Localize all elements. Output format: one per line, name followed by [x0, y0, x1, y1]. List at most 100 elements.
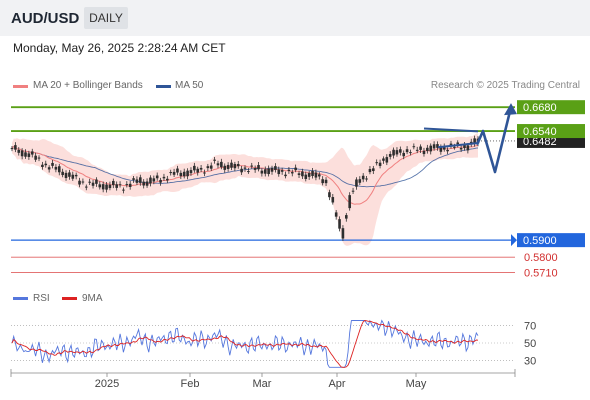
- rsi-legend-swatch: [13, 297, 28, 300]
- candle-body: [71, 174, 75, 179]
- candle-body: [226, 164, 230, 169]
- candle-body: [27, 153, 31, 157]
- candle-body: [112, 180, 115, 186]
- candle-body: [290, 172, 294, 174]
- candle-body: [372, 168, 375, 172]
- candle-body: [466, 145, 470, 151]
- rsi-line: [11, 319, 479, 368]
- level-tag-0.6680-bg: [517, 100, 585, 115]
- candle-body: [61, 171, 64, 176]
- forecast-arrow-head: [504, 103, 517, 116]
- candle-body: [311, 170, 314, 176]
- candle-body: [361, 175, 365, 180]
- candle-body: [41, 164, 44, 167]
- candle-body: [324, 179, 328, 184]
- candle-body: [220, 161, 223, 168]
- level-label-0.5800: 0.5800: [524, 252, 558, 264]
- candle-body: [149, 177, 152, 184]
- candle-body: [179, 172, 183, 177]
- level-tag-0.5900: 0.5900: [523, 235, 557, 247]
- ma50-legend-swatch: [156, 85, 171, 88]
- candle-body: [294, 167, 297, 171]
- candle-body: [152, 178, 156, 182]
- candle-body: [81, 181, 85, 183]
- candle-body: [463, 144, 466, 149]
- x-tick-May: May: [406, 378, 427, 390]
- candle-body: [34, 155, 37, 160]
- candle-body: [388, 154, 392, 157]
- candle-body: [203, 172, 206, 174]
- candle-body: [392, 149, 395, 156]
- candle-body: [453, 146, 456, 148]
- candle-body: [382, 158, 385, 161]
- header-bar: AUD/USD DAILY: [0, 0, 590, 36]
- candle-body: [307, 173, 311, 177]
- copyright-label: Research © 2025 Trading Central: [430, 80, 580, 91]
- candle-body: [253, 168, 257, 170]
- candle-body: [199, 167, 203, 170]
- candle-body: [145, 181, 149, 186]
- candle-body: [432, 144, 436, 149]
- candle-body: [419, 146, 422, 150]
- candle-body: [385, 157, 389, 163]
- level-tag-0.5900-bg: [517, 233, 585, 248]
- candle-body: [14, 145, 17, 150]
- candle-body: [263, 169, 267, 174]
- candle-body: [125, 184, 129, 186]
- candle-body: [30, 151, 34, 155]
- candle-body: [449, 143, 453, 146]
- candle-body: [287, 169, 291, 172]
- candle-body: [186, 170, 189, 177]
- candle-body: [206, 166, 210, 169]
- candle-body: [297, 173, 301, 175]
- candle-body: [473, 138, 476, 144]
- candle-body: [118, 184, 122, 186]
- candle-body: [257, 165, 260, 170]
- x-tick-2025: 2025: [95, 378, 119, 390]
- rsi-tick-70: 70: [524, 321, 536, 333]
- candle-body: [78, 180, 81, 185]
- candle-body: [459, 147, 463, 150]
- candle-body: [375, 162, 378, 164]
- candle-body: [355, 179, 358, 187]
- candle-body: [132, 178, 135, 180]
- candle-body: [64, 172, 68, 178]
- candle-body: [409, 152, 412, 154]
- bollinger-band: [12, 133, 478, 246]
- candle-body: [301, 171, 304, 177]
- candle-body: [37, 157, 41, 159]
- candle-body: [314, 172, 318, 178]
- candle-body: [429, 145, 433, 152]
- candle-body: [155, 175, 159, 179]
- candle-body: [47, 167, 51, 170]
- candle-body: [250, 165, 254, 167]
- trend-line-upper: [423, 127, 479, 133]
- candle-body: [436, 144, 439, 148]
- candle-body: [365, 178, 368, 180]
- nine-ma-legend-swatch: [62, 297, 77, 300]
- candle-body: [270, 167, 274, 172]
- candle-body: [338, 219, 341, 229]
- candle-body: [341, 228, 345, 239]
- period-button[interactable]: DAILY: [84, 7, 128, 29]
- rsi-tick-30: 30: [524, 355, 536, 367]
- candle-body: [334, 212, 338, 217]
- level-tag-0.6680: 0.6680: [523, 102, 557, 114]
- candle-body: [260, 170, 264, 174]
- candle-body: [91, 182, 95, 186]
- x-tick-Apr: Apr: [328, 378, 345, 390]
- candle-body: [159, 179, 162, 183]
- candle-body: [378, 162, 382, 166]
- candle-body: [348, 195, 351, 209]
- forecast-arrow: [475, 106, 513, 174]
- rsi-9ma-line: [11, 320, 479, 368]
- candle-body: [402, 152, 406, 157]
- candle-body: [196, 168, 200, 173]
- candle-body: [24, 152, 27, 157]
- x-tick-Mar: Mar: [253, 378, 272, 390]
- candle-body: [142, 181, 145, 186]
- candle-body: [169, 172, 173, 174]
- candle-body: [446, 149, 449, 152]
- candle-body: [439, 146, 443, 152]
